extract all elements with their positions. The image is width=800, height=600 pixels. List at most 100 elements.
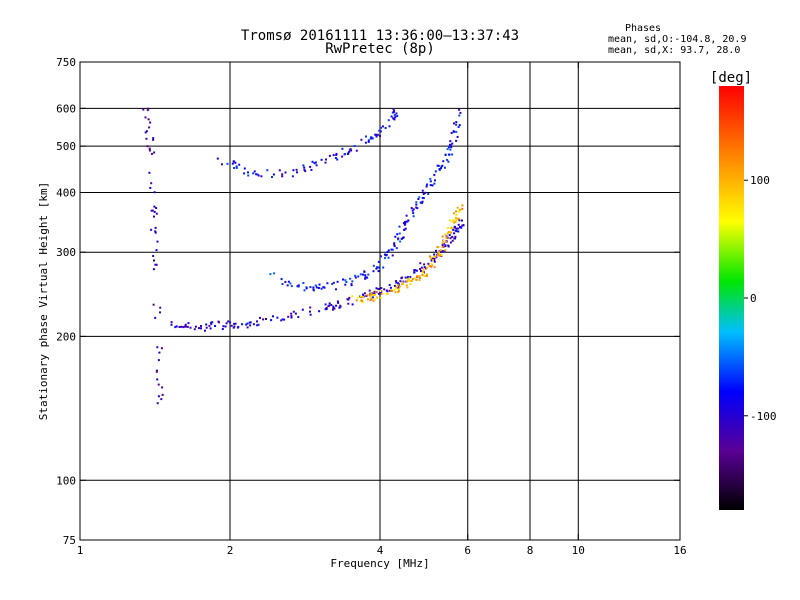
- data-point: [341, 147, 344, 150]
- data-point: [423, 274, 426, 277]
- data-point: [271, 176, 273, 178]
- data-point: [408, 277, 411, 280]
- data-point: [235, 166, 238, 169]
- data-point: [364, 274, 367, 277]
- data-point: [457, 223, 460, 226]
- data-point: [284, 280, 287, 283]
- data-point: [432, 257, 435, 260]
- data-point: [256, 173, 259, 176]
- data-point: [412, 212, 415, 215]
- data-point: [379, 291, 382, 294]
- data-point: [186, 325, 189, 328]
- data-point: [364, 276, 367, 279]
- data-point: [379, 134, 381, 137]
- data-point: [380, 126, 382, 129]
- data-point: [399, 240, 402, 243]
- data-point: [458, 114, 461, 117]
- data-point: [461, 204, 464, 207]
- data-point: [305, 287, 308, 290]
- data-point: [433, 260, 436, 263]
- data-point: [454, 221, 457, 223]
- data-point: [284, 171, 287, 174]
- data-point: [255, 173, 258, 176]
- data-point: [458, 219, 461, 222]
- y-tick-label: 750: [56, 56, 76, 69]
- data-point: [257, 174, 260, 177]
- data-point: [371, 137, 374, 140]
- data-point: [161, 386, 164, 389]
- data-point: [451, 142, 454, 145]
- data-point: [249, 324, 252, 327]
- data-point: [278, 169, 281, 172]
- x-axis-label: Frequency [MHz]: [330, 557, 429, 570]
- data-point: [425, 185, 428, 188]
- data-point: [291, 175, 294, 178]
- data-point: [348, 150, 351, 153]
- x-axis-ticks: 1 2 4 6 8 10 16: [77, 62, 687, 557]
- data-point: [405, 280, 408, 283]
- data-point: [332, 281, 335, 284]
- data-point: [396, 115, 399, 117]
- data-point: [421, 274, 424, 277]
- data-point: [355, 149, 358, 152]
- data-point: [290, 316, 293, 319]
- data-point: [438, 254, 441, 257]
- data-point: [423, 266, 426, 269]
- data-point: [339, 305, 342, 308]
- data-point: [154, 231, 157, 234]
- data-point: [151, 152, 153, 155]
- data-point: [318, 310, 321, 313]
- data-point: [449, 241, 452, 244]
- data-point: [292, 310, 295, 313]
- data-point: [395, 287, 398, 290]
- data-point: [272, 173, 275, 176]
- data-point: [382, 125, 384, 128]
- data-point: [459, 111, 462, 114]
- data-point: [147, 118, 150, 121]
- data-point: [451, 220, 454, 223]
- data-point: [408, 280, 411, 282]
- data-point: [312, 288, 315, 291]
- data-point: [193, 328, 196, 331]
- data-point: [303, 289, 306, 292]
- data-point: [407, 219, 410, 222]
- data-point: [257, 323, 260, 326]
- data-point: [154, 263, 157, 266]
- data-point: [405, 284, 408, 287]
- data-point: [433, 182, 436, 185]
- data-point: [384, 127, 387, 129]
- data-point: [302, 282, 305, 284]
- data-point: [376, 133, 379, 136]
- data-point: [281, 175, 284, 178]
- data-point: [399, 280, 402, 283]
- data-point: [318, 283, 321, 286]
- data-point: [290, 315, 293, 317]
- data-point: [419, 201, 422, 204]
- data-point: [341, 155, 344, 158]
- data-point: [435, 249, 437, 252]
- data-point: [401, 283, 404, 286]
- data-point: [152, 268, 155, 271]
- data-point: [185, 325, 187, 328]
- data-point: [357, 275, 360, 278]
- data-point: [444, 244, 447, 247]
- data-point: [297, 284, 300, 287]
- data-point: [243, 172, 246, 175]
- data-point: [362, 301, 365, 304]
- data-point: [297, 285, 300, 288]
- data-point: [360, 138, 363, 141]
- data-point: [426, 274, 428, 277]
- data-point: [386, 253, 388, 256]
- data-point: [457, 227, 460, 230]
- data-point: [369, 295, 372, 298]
- data-point: [335, 152, 338, 155]
- data-point: [391, 254, 394, 257]
- data-point: [347, 302, 350, 305]
- data-point: [429, 257, 432, 260]
- data-point: [437, 251, 440, 254]
- data-point: [436, 164, 439, 167]
- data-point: [161, 393, 164, 396]
- data-point: [147, 107, 150, 110]
- data-point: [153, 205, 156, 208]
- data-point: [415, 201, 418, 204]
